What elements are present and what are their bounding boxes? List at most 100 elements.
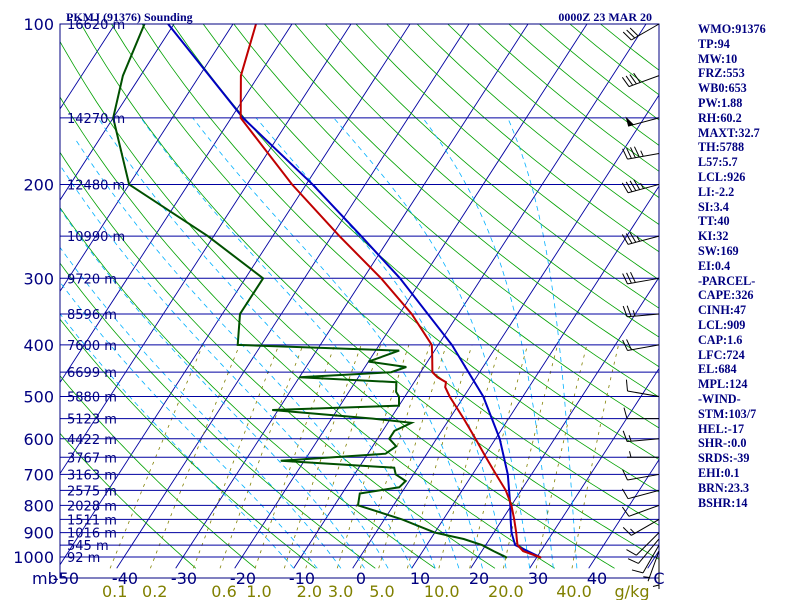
index-item: WB0:653: [698, 81, 747, 96]
height-label: 14270 m: [67, 112, 125, 127]
dry-adiabat-line: [60, 432, 197, 569]
index-item: BSHR:14: [698, 495, 748, 510]
height-label: 5880 m: [67, 391, 117, 406]
index-item: WMO:91376: [698, 22, 766, 36]
mixing-ratio-line: [254, 344, 336, 569]
dry-adiabat-line: [60, 206, 436, 569]
mixing-ratio-line: [305, 344, 381, 569]
wind-barb: [621, 504, 660, 517]
wind-barb: [621, 488, 660, 500]
index-item: MAXT:32.7: [698, 125, 760, 140]
index-item: CAPE:326: [698, 288, 754, 303]
isotherm-line: [60, 24, 234, 293]
moist-adiabat-line: [60, 164, 389, 569]
index-item: STM:103/7: [698, 406, 757, 421]
mixing-ratio-line: [535, 344, 588, 569]
dry-adiabat-line: [141, 24, 659, 493]
moist-adiabat-line: [60, 208, 365, 569]
pressure-tick-label: 700: [23, 465, 54, 484]
mixing-ratio-line: [336, 344, 410, 569]
height-label: 16620 m: [67, 18, 125, 33]
index-item: CAP:1.6: [698, 332, 743, 347]
isotherm-line: [60, 24, 352, 475]
isotherm-line: [293, 24, 647, 569]
height-label: 2028 m: [67, 499, 117, 514]
dry-adiabat-line: [60, 375, 256, 569]
isotherm-line: [175, 24, 529, 569]
moist-adiabat-line: [60, 313, 294, 569]
index-item: EHI:0.1: [698, 465, 740, 480]
height-label: 1511 m: [67, 513, 117, 528]
temperature-tick-label: -30: [171, 569, 197, 588]
wind-barb: [623, 407, 659, 420]
wind-barb: [652, 557, 660, 589]
index-item: EL:684: [698, 362, 737, 377]
index-item: EI:0.4: [698, 258, 731, 273]
wind-barb: [631, 544, 660, 574]
pressure-tick-label: 100: [23, 15, 54, 34]
mixing-ratio-tick-label: 0.6: [211, 582, 236, 600]
index-item: TP:94: [698, 36, 730, 51]
mixing-ratio-line: [193, 344, 280, 569]
height-label: 4422 m: [67, 433, 117, 448]
height-label: 2575 m: [67, 484, 117, 499]
mixing-ratio-tick-label: 0.2: [142, 582, 167, 600]
dry-adiabat-line: [60, 262, 376, 569]
index-item: HEL:-17: [698, 421, 745, 436]
height-label: 8596 m: [67, 308, 117, 323]
wind-barb: [622, 518, 660, 536]
mixing-ratio-line: [283, 344, 362, 569]
index-item: MW:10: [698, 51, 738, 66]
isotherm-line: [352, 94, 659, 569]
indices-panel: WMO:91376 TP:94 MW:10 FRZ:553 WB0:653 PW:1.88…: [698, 22, 798, 510]
index-item: RH:60.2: [698, 110, 742, 125]
index-item: PW:1.88: [698, 95, 743, 110]
wind-barb: [621, 232, 660, 245]
mixing-ratio-tick-label: 5.0: [369, 582, 394, 600]
wind-barb: [622, 146, 660, 160]
temperature-tick-label: -20: [230, 569, 256, 588]
mixing-ratio-tick-label: 10.0: [424, 582, 460, 600]
temperature-tick-label: -10: [289, 569, 315, 588]
mixing-ratio-line: [219, 344, 304, 569]
mixing-ratio-line: [438, 344, 501, 569]
temperature-tick-label: 40: [587, 569, 607, 588]
height-label: 10990 m: [67, 230, 125, 245]
wind-barb: [622, 430, 660, 443]
wind-barb: [625, 116, 660, 127]
mixing-ratio-tick-label: 3.0: [328, 582, 353, 600]
moist-adiabat-line: [60, 246, 342, 569]
index-item: LI:-2.2: [698, 184, 735, 199]
wind-barbs: [621, 23, 660, 589]
mixing-ratio-units-label: g/kg: [615, 582, 650, 600]
height-label: 5123 m: [67, 413, 117, 428]
height-label: 9720 m: [67, 272, 117, 287]
moist-adiabat-line: [60, 281, 318, 569]
temperature-tick-label: 30: [528, 569, 548, 588]
index-item: FRZ:553: [698, 66, 745, 81]
mixing-ratio-tick-label: 20.0: [488, 582, 524, 600]
isotherm-line: [60, 24, 175, 201]
mixing-ratio-tick-label: 1.0: [246, 582, 271, 600]
dry-adiabat-line: [355, 24, 659, 281]
wind-barb: [622, 23, 660, 41]
index-item: LCL:926: [698, 169, 746, 184]
mixing-ratio-line: [503, 344, 558, 569]
dry-adiabat-line: [325, 24, 659, 309]
pressure-tick-label: 300: [23, 269, 54, 288]
index-item: TT:40: [698, 214, 730, 229]
dry-adiabat-line: [80, 24, 659, 560]
wind-barb: [622, 271, 660, 285]
index-item: SI:3.4: [698, 199, 729, 214]
index-item: SHR-:0.0: [698, 436, 747, 451]
index-item: TH:5788: [698, 140, 745, 155]
index-item: -PARCEL-: [698, 273, 756, 288]
dewpoint-line: [112, 24, 508, 559]
mixing-ratio-tick-label: 0.1: [102, 582, 127, 600]
dry-adiabat-line: [172, 24, 659, 461]
dry-adiabat-line: [111, 24, 659, 526]
isotherm-line: [60, 24, 116, 110]
height-label: 545 m: [67, 539, 109, 554]
dry-adiabat-line: [294, 24, 659, 338]
